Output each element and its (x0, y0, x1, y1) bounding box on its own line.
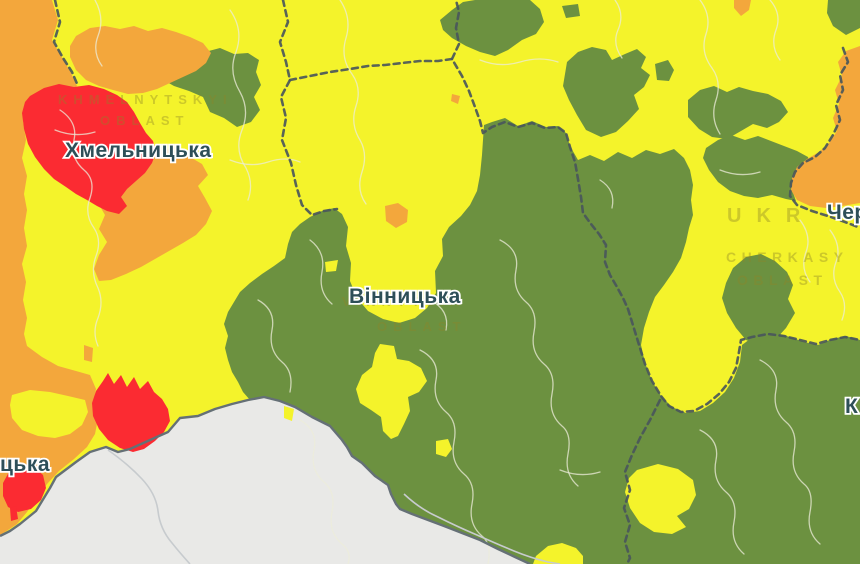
label-cherkaska-partial: Чер (827, 201, 860, 224)
region-vinnytsia-green-mass[interactable] (224, 118, 860, 564)
raion-borders (54, 0, 846, 564)
region-orange-dot-top[interactable] (734, 0, 751, 16)
watermark-cherkasy-1: CHERKASY (726, 249, 849, 265)
region-yellow-bottom-patch[interactable] (533, 543, 583, 564)
region-labels: Хмельницька Вінницька Чер цька К (0, 137, 860, 478)
region-yellow-enclave-southwest[interactable] (10, 390, 88, 438)
label-kirovohradska-partial: К (845, 395, 858, 418)
watermark-khmelnytskyi-1: KHMELNYTSKYI (58, 92, 233, 107)
oblast-borders (52, 0, 860, 564)
label-chernivetska-partial: цька (0, 453, 50, 476)
region-red-southwest[interactable] (3, 464, 46, 512)
region-green-east-upper[interactable] (703, 135, 811, 201)
region-yellow-small-west[interactable] (284, 406, 294, 421)
region-green-top-center[interactable] (440, 0, 544, 56)
region-red-southwest-tick[interactable] (10, 506, 18, 521)
region-red-south-spiky[interactable] (92, 373, 170, 452)
region-orange-speck[interactable] (451, 94, 460, 104)
region-yellow-south-enclave[interactable] (625, 464, 696, 534)
watermark-khmelnytskyi-2: OBLAST (100, 113, 189, 128)
river-lines (107, 449, 561, 564)
watermark-vinnytsia-2: OBLAST (377, 319, 466, 334)
region-orange-top-left[interactable] (70, 26, 211, 94)
region-yellow-tiny-bay[interactable] (325, 260, 338, 272)
region-red-khmelnytskyi[interactable] (22, 84, 156, 214)
region-green-east-lower[interactable] (722, 254, 795, 346)
region-yellow-small-mid[interactable] (436, 439, 452, 457)
region-yellow-cross-enclave[interactable] (356, 344, 427, 439)
country-border (0, 395, 531, 564)
region-orange-dot-left[interactable] (84, 345, 93, 362)
region-green-top-right-corner[interactable] (827, 0, 860, 35)
region-green-tiny-top[interactable] (562, 4, 580, 18)
oblast-watermarks: KHMELNYTSKYI OBLAST UKR CHERKASY OBLAST … (58, 92, 849, 334)
label-khmelnytska: Хмельницька (65, 139, 212, 162)
watermark-ukraine: UKR (727, 205, 815, 227)
region-green-north-small[interactable] (655, 60, 674, 81)
label-vinnytska: Вінницька (349, 285, 461, 308)
watermark-cherkasy-2: OBLAST (737, 272, 828, 288)
watermark-vinnytsia-1: VINNYTSIA (342, 294, 465, 309)
region-green-north[interactable] (563, 47, 650, 137)
region-orange-dot-center[interactable] (385, 203, 408, 228)
region-green-northeast[interactable] (688, 86, 788, 139)
